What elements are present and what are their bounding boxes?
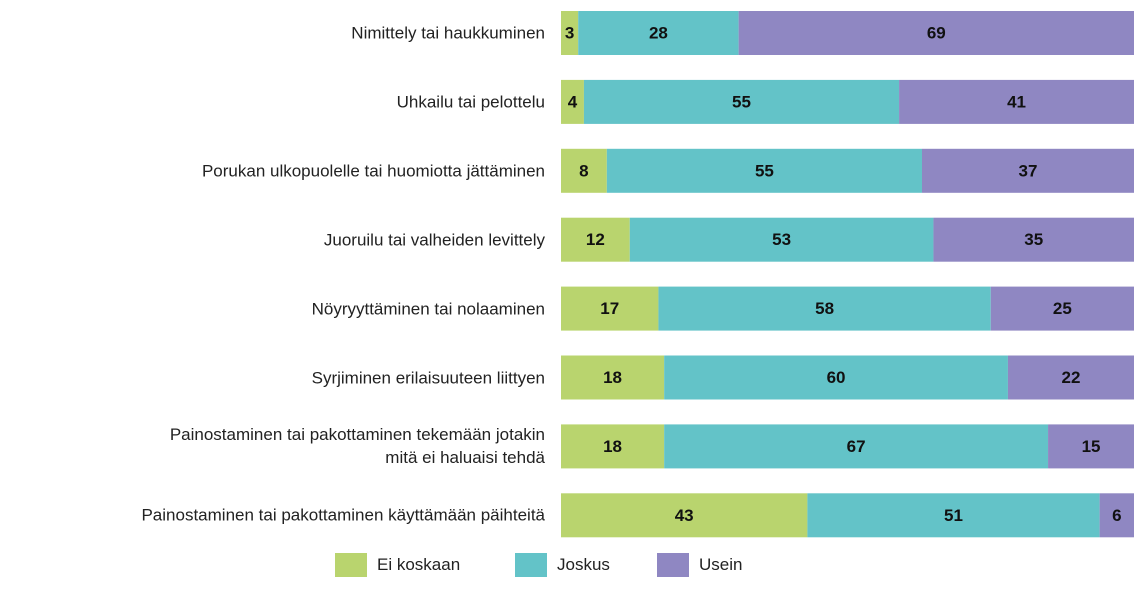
bar-segment bbox=[807, 493, 1100, 538]
bar-segment bbox=[738, 11, 1134, 55]
bar-segment bbox=[561, 493, 808, 538]
data-label: 15 bbox=[1082, 437, 1101, 456]
legend-swatch bbox=[657, 553, 689, 577]
bar-segment bbox=[899, 79, 1134, 124]
bar-segment bbox=[561, 11, 579, 55]
bar-segment bbox=[583, 79, 900, 124]
data-label: 12 bbox=[586, 230, 605, 249]
legend-item: Usein bbox=[657, 553, 742, 577]
bar-segment bbox=[933, 217, 1134, 262]
bar-segment bbox=[1099, 493, 1134, 538]
data-label: 53 bbox=[772, 230, 791, 249]
bar-segment bbox=[561, 355, 665, 400]
bar-segment bbox=[629, 217, 934, 262]
category-label: Porukan ulkopuolelle tai huomiotta jättä… bbox=[201, 161, 545, 181]
bar-segment bbox=[561, 217, 630, 262]
data-label: 18 bbox=[603, 437, 622, 456]
data-label: 55 bbox=[732, 92, 751, 111]
data-label: 22 bbox=[1062, 368, 1081, 387]
data-label: 17 bbox=[600, 299, 619, 318]
bar-segment bbox=[561, 424, 665, 469]
category-label: Uhkailu tai pelottelu bbox=[396, 92, 545, 112]
data-label: 18 bbox=[603, 368, 622, 387]
legend-swatch bbox=[515, 553, 547, 577]
legend-item: Joskus bbox=[515, 553, 610, 577]
bar-segment bbox=[1048, 424, 1134, 469]
data-label: 51 bbox=[944, 506, 963, 525]
bar-segment bbox=[658, 286, 991, 331]
data-label: 4 bbox=[568, 92, 578, 111]
data-label: 43 bbox=[675, 506, 694, 525]
legend-label: Joskus bbox=[557, 555, 610, 574]
data-label: 3 bbox=[565, 24, 574, 43]
category-label: Nöyryyttäminen tai nolaaminen bbox=[311, 299, 545, 319]
bar-segment bbox=[921, 148, 1134, 193]
legend-label: Ei koskaan bbox=[377, 555, 461, 574]
bar-segment bbox=[664, 424, 1049, 469]
bar-segment bbox=[578, 11, 739, 55]
bar-segment bbox=[561, 286, 659, 331]
data-label: 69 bbox=[927, 24, 946, 43]
category-label: Juoruilu tai valheiden levittely bbox=[323, 230, 545, 250]
bar-segment bbox=[561, 148, 607, 193]
data-label: 8 bbox=[579, 161, 588, 180]
category-label: Syrjiminen erilaisuuteen liittyen bbox=[311, 368, 545, 387]
data-label: 67 bbox=[847, 437, 866, 456]
bar-segment bbox=[1007, 355, 1134, 400]
data-label: 37 bbox=[1019, 161, 1038, 180]
data-label: 58 bbox=[815, 299, 834, 318]
bar-segment bbox=[664, 355, 1008, 400]
category-label: Painostaminen tai pakottaminen tekemään … bbox=[169, 425, 545, 468]
data-label: 41 bbox=[1007, 92, 1026, 111]
data-label: 25 bbox=[1053, 299, 1072, 318]
data-label: 6 bbox=[1112, 506, 1121, 525]
data-label: 60 bbox=[827, 368, 846, 387]
bar-segment bbox=[606, 148, 922, 193]
data-label: 28 bbox=[649, 24, 668, 43]
bar-segment bbox=[990, 286, 1134, 331]
legend-label: Usein bbox=[699, 555, 743, 574]
data-label: 55 bbox=[755, 161, 774, 180]
legend-item: Ei koskaan bbox=[335, 553, 460, 577]
data-label: 35 bbox=[1024, 230, 1043, 249]
legend-swatch bbox=[335, 553, 367, 577]
bar-segment bbox=[561, 79, 584, 124]
category-label: Nimittely tai haukkuminen bbox=[351, 23, 545, 43]
category-label: Painostaminen tai pakottaminen käyttämää… bbox=[141, 505, 545, 525]
